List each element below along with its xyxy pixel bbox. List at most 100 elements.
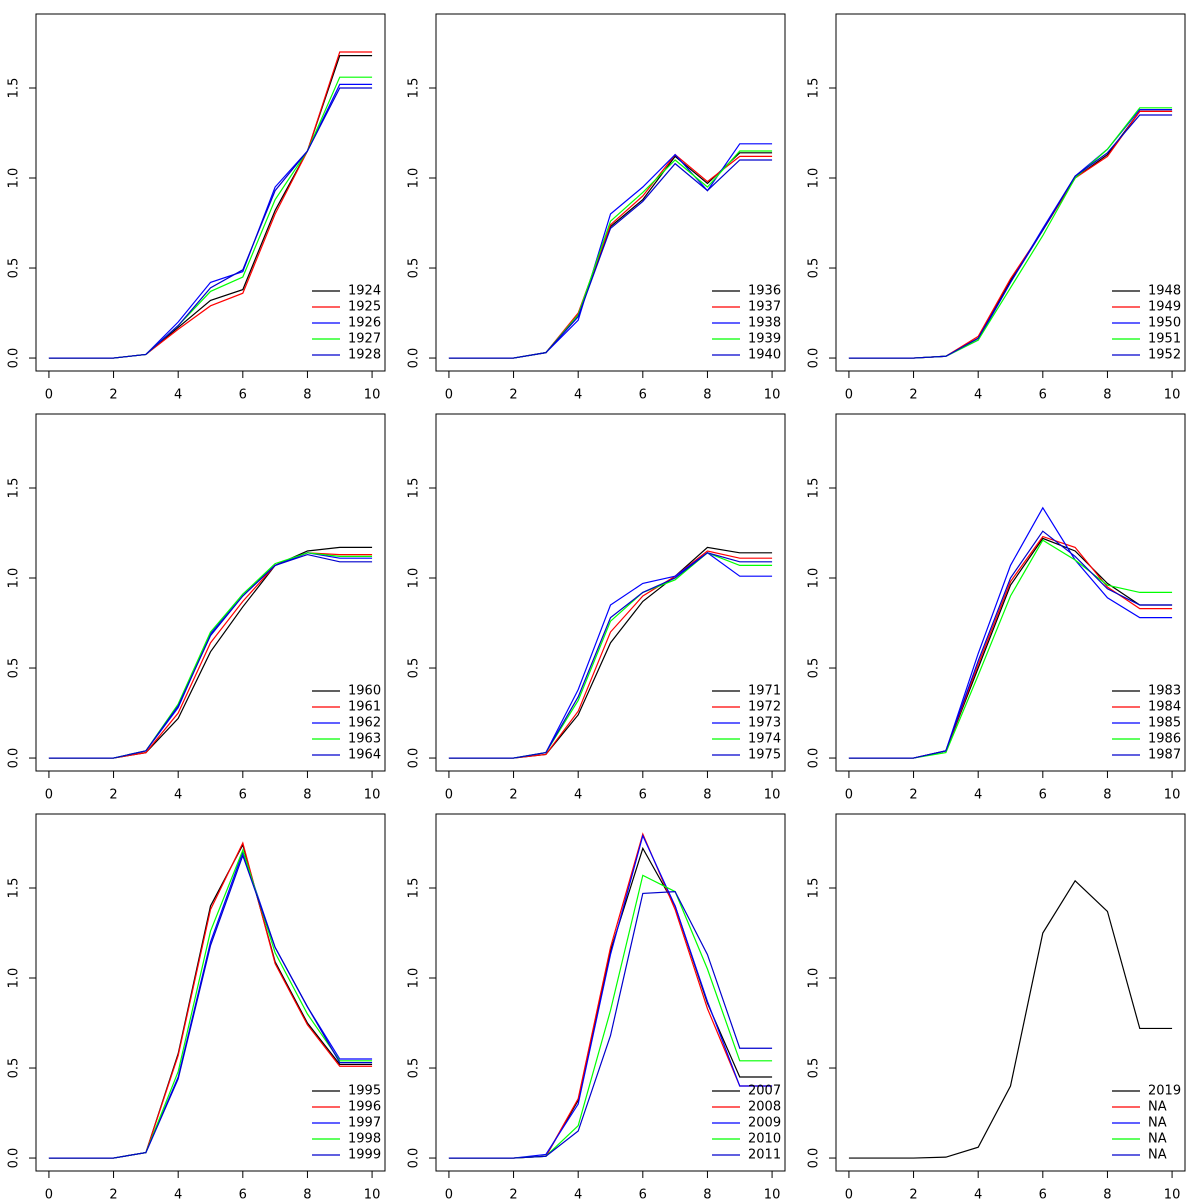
y-tick-label: 1.5 [407,878,422,899]
plot-frame [35,813,386,1172]
y-tick-label: 0.0 [7,1148,22,1169]
legend-label: 1986 [1148,732,1181,747]
x-tick-label: 2 [109,1188,117,1200]
x-tick-label: 4 [574,1188,582,1200]
y-tick-label: 1.0 [807,568,822,589]
y-tick-label: 0.5 [807,658,822,679]
plot-frame [435,13,786,372]
x-tick-label: 4 [174,388,182,403]
y-tick-label: 1.0 [807,968,822,989]
x-tick-label: 8 [703,1188,711,1200]
series-line [448,890,773,1159]
legend-label: 1924 [348,284,381,299]
legend-label: 1940 [748,348,781,363]
x-tick-label: 10 [764,788,781,803]
y-tick-label: 0.0 [7,348,22,369]
x-tick-label: 10 [1164,388,1181,403]
legend-label: 1963 [348,732,381,747]
series-line [448,552,773,759]
y-tick-label: 1.5 [7,478,22,499]
series-line [848,879,1173,1159]
legend-label: 1951 [1148,332,1181,347]
y-tick-label: 0.0 [807,748,822,769]
x-tick-label: 2 [909,388,917,403]
series-line [848,109,1173,359]
legend-label: 1964 [348,748,381,763]
legend-label: 1996 [348,1100,381,1115]
legend-label: 1998 [348,1132,381,1147]
series-line [448,153,773,359]
y-tick-label: 0.0 [407,748,422,769]
x-tick-label: 0 [845,388,853,403]
x-tick-label: 10 [1164,1188,1181,1200]
series-line [48,83,373,359]
x-tick-label: 6 [639,788,647,803]
legend-label: 1962 [348,716,381,731]
series-line [48,848,373,1159]
x-tick-label: 4 [574,388,582,403]
plot-frame [435,813,786,1172]
x-tick-label: 0 [45,388,53,403]
x-tick-label: 4 [574,788,582,803]
x-tick-label: 2 [109,788,117,803]
y-tick-label: 1.0 [407,568,422,589]
x-tick-label: 4 [174,1188,182,1200]
series-line [848,110,1173,359]
y-tick-label: 1.0 [7,168,22,189]
legend-label: 1995 [348,1084,381,1099]
x-tick-label: 2 [909,1188,917,1200]
series-line [448,550,773,759]
x-tick-label: 0 [445,1188,453,1200]
x-tick-label: 8 [1103,788,1111,803]
x-tick-label: 8 [703,388,711,403]
legend-label: NA [1148,1148,1167,1163]
legend-label: 1974 [748,732,781,747]
x-tick-label: 10 [1164,788,1181,803]
x-tick-label: 10 [364,788,381,803]
y-tick-label: 0.5 [407,658,422,679]
x-tick-label: 6 [1039,388,1047,403]
x-tick-label: 6 [1039,788,1047,803]
y-tick-label: 1.0 [407,968,422,989]
x-tick-label: 8 [1103,1188,1111,1200]
series-line [448,546,773,759]
legend-label: 1960 [348,684,381,699]
x-tick-label: 2 [509,388,517,403]
legend-label: 2019 [1148,1084,1181,1099]
y-tick-label: 1.5 [407,478,422,499]
plot-frame [35,13,386,372]
x-tick-label: 8 [703,788,711,803]
x-tick-label: 2 [509,1188,517,1200]
y-tick-label: 1.5 [7,78,22,99]
y-tick-label: 0.5 [807,1058,822,1079]
legend-label: 1973 [748,716,781,731]
y-tick-label: 0.5 [7,1058,22,1079]
series-line [448,159,773,359]
x-tick-label: 6 [239,388,247,403]
y-tick-label: 1.5 [807,878,822,899]
y-tick-label: 1.5 [7,878,22,899]
series-line [448,834,773,1159]
y-tick-label: 0.5 [7,658,22,679]
x-tick-label: 2 [109,388,117,403]
x-tick-label: 2 [509,788,517,803]
x-tick-label: 8 [1103,388,1111,403]
y-tick-label: 0.0 [807,348,822,369]
legend-label: 2008 [748,1100,781,1115]
x-tick-label: 0 [45,788,53,803]
legend-label: 1985 [1148,716,1181,731]
y-tick-label: 1.0 [7,568,22,589]
legend-label: 1936 [748,284,781,299]
legend-label: 1928 [348,348,381,363]
x-tick-label: 4 [974,388,982,403]
series-line [848,535,1173,759]
y-tick-label: 0.5 [407,258,422,279]
y-tick-label: 0.0 [807,1148,822,1169]
series-line [848,110,1173,359]
